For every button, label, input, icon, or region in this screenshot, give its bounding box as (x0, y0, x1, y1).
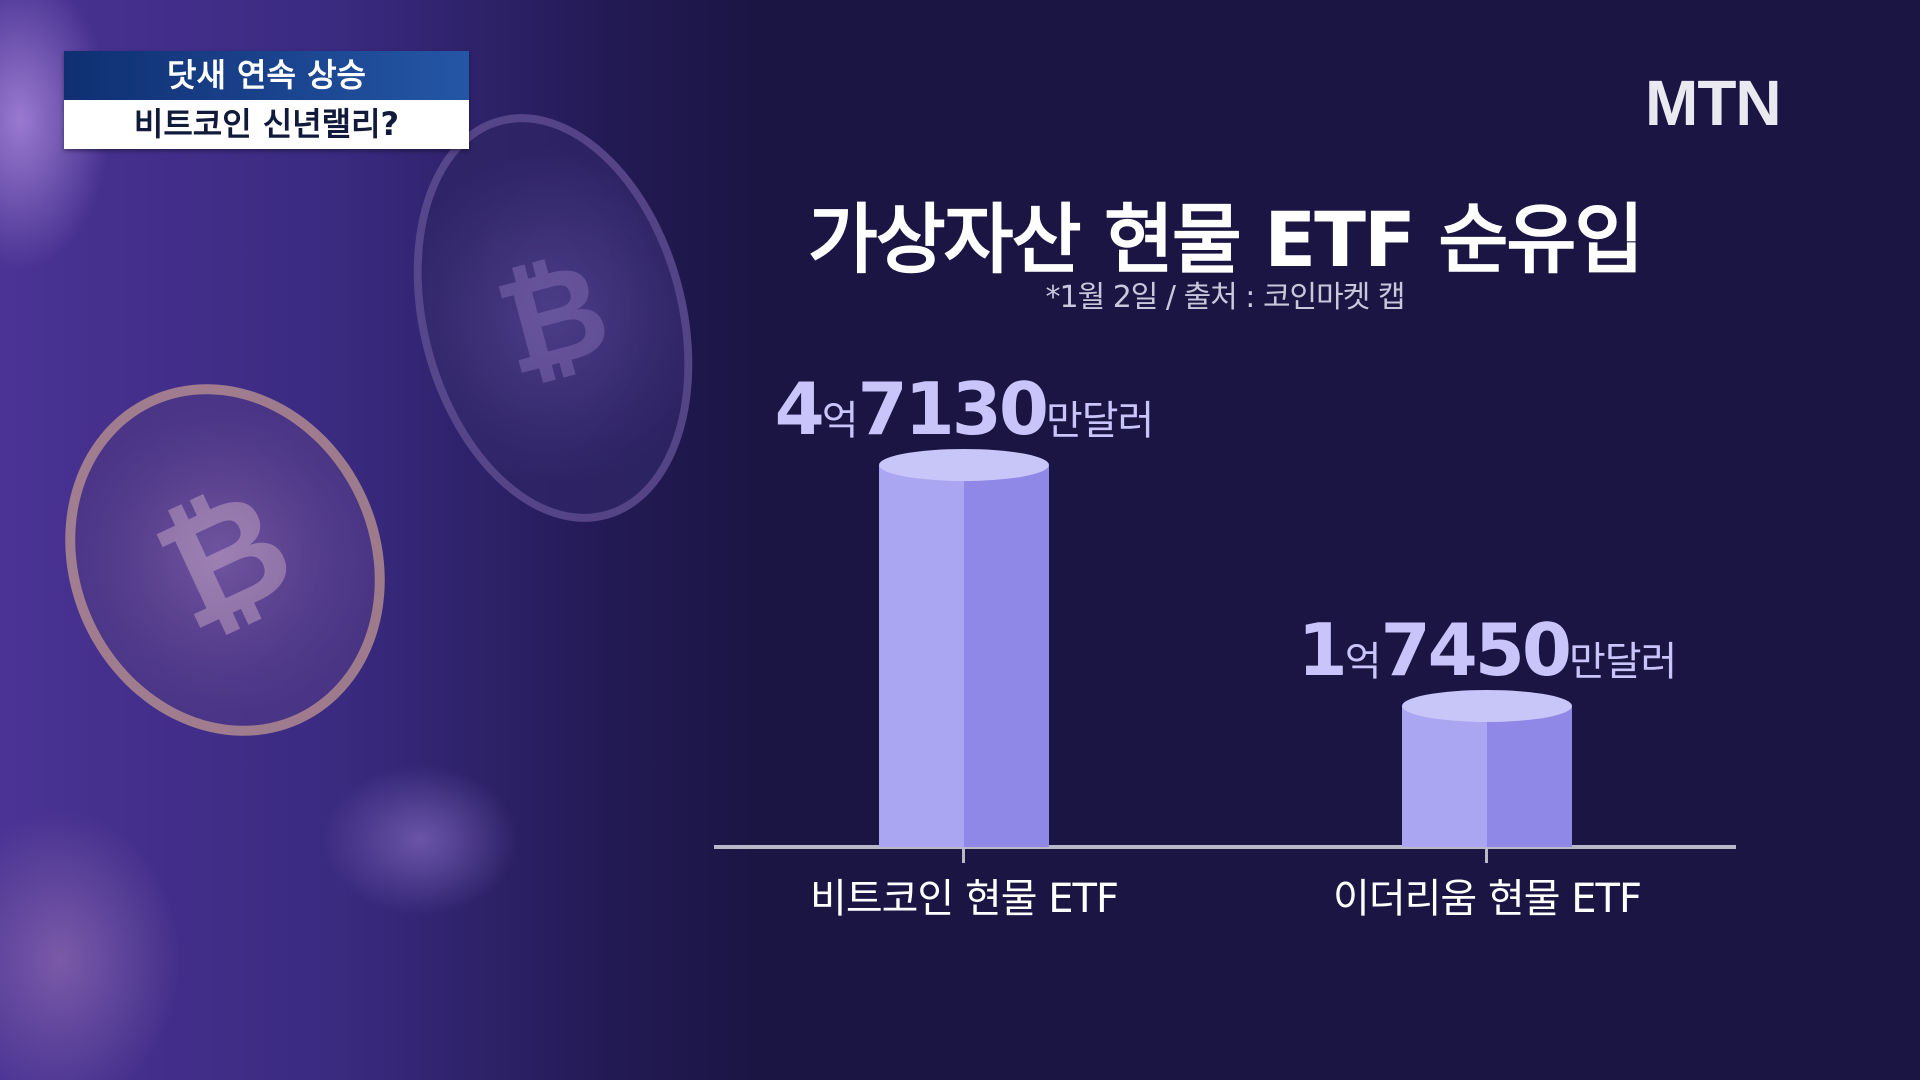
label-eok-unit: 억 (821, 398, 859, 444)
bitcoin-coin-image: ₿ (370, 82, 736, 554)
label-man-value: 7450 (1380, 607, 1572, 692)
category-label-ethereum: 이더리움 현물 ETF (1333, 876, 1642, 922)
label-man-unit: 만달러 (1045, 398, 1154, 444)
chart-subtitle: *1월 2일 / 출처 : 코인마켓 캡 (1045, 280, 1405, 315)
caption-subheadline: 비트코인 신년랠리? (64, 100, 469, 149)
data-label-bitcoin: 4억7130만달러 (714, 367, 1214, 451)
bar-top (1402, 689, 1572, 722)
category-label-bitcoin: 비트코인 현물 ETF (810, 876, 1119, 922)
x-axis-tick (1485, 845, 1488, 863)
bar-top (879, 449, 1049, 481)
x-axis-line (714, 845, 1736, 849)
label-eok-value: 1 (1297, 607, 1348, 692)
x-axis-tick (962, 845, 965, 863)
label-man-value: 7130 (857, 367, 1049, 451)
mtn-logo: MTN (1645, 67, 1782, 139)
bitcoin-coin-image: ₿ (8, 331, 442, 789)
caption-headline: 닷새 연속 상승 (64, 51, 469, 100)
label-man-unit: 만달러 (1568, 638, 1677, 685)
news-caption: 닷새 연속 상승 비트코인 신년랠리? (64, 51, 469, 149)
data-label-ethereum: 1억7450만달러 (1237, 608, 1737, 692)
bar-bitcoin-etf (879, 449, 1049, 847)
bar-ethereum-etf (1402, 689, 1572, 847)
chart-title: 가상자산 현물 ETF 순유입 (807, 195, 1644, 284)
label-eok-unit: 억 (1344, 638, 1382, 685)
label-eok-value: 4 (774, 367, 825, 451)
background-coin-image: ₿ ₿ (0, 0, 760, 1080)
bitcoin-icon: ₿ (132, 455, 318, 665)
